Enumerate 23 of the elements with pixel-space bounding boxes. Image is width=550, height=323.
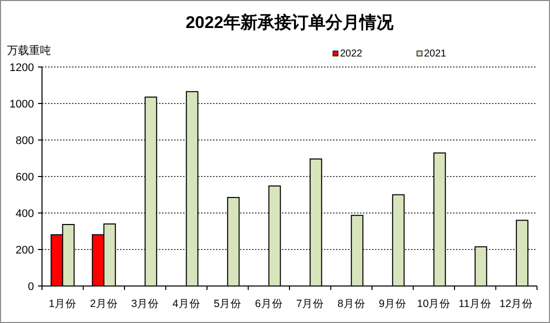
y-tick-label: 1000 [10,98,34,110]
y-tick-label: 200 [16,244,34,256]
x-tick-label: 7月份 [296,298,324,310]
y-tick-label: 600 [16,172,34,184]
y-tick-label: 400 [16,208,34,220]
x-tick-label: 4月份 [172,298,200,310]
legend-label: 2021 [424,48,447,60]
chart-title: 2022年新承接订单分月情况 [186,13,394,32]
x-tick-label: 1月份 [48,298,77,310]
x-tick-label: 8月份 [337,298,366,310]
y-tick-label: 1200 [10,62,34,74]
legend-label: 2022 [340,48,363,60]
x-tick-label: 6月份 [254,298,283,310]
x-tick-label: 11月份 [458,298,492,310]
y-axis-title: 万载重吨 [7,44,51,57]
x-tick-label: 3月份 [131,298,160,310]
x-tick-label: 12月份 [500,298,534,310]
y-tick-label: 0 [28,281,34,293]
x-tick-label: 5月份 [214,298,242,310]
y-tick-label: 800 [16,135,34,147]
x-tick-label: 9月份 [378,298,407,310]
x-tick-label: 2月份 [90,298,118,310]
x-tick-label: 10月份 [417,298,451,310]
